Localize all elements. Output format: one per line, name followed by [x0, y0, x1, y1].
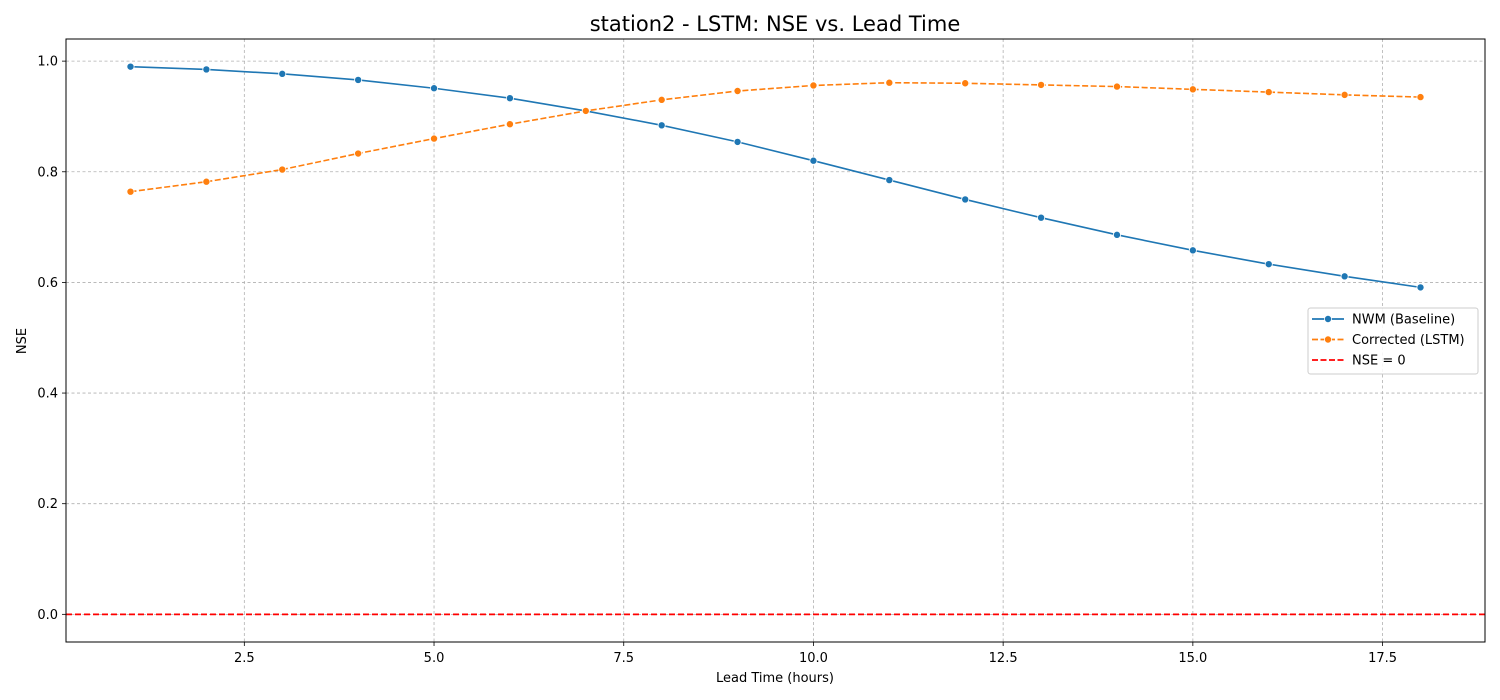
series-line: [130, 65, 1421, 289]
data-point: [126, 187, 135, 196]
data-point: [202, 177, 211, 186]
data-point: [809, 156, 818, 165]
y-tick-label: 1.0: [37, 55, 58, 70]
data-point: [733, 137, 742, 146]
legend-swatch-marker: [1324, 314, 1333, 323]
x-tick-label: 7.5: [613, 651, 634, 666]
data-point: [1112, 82, 1121, 91]
data-point: [809, 81, 818, 90]
data-point: [581, 106, 590, 115]
x-tick-label: 5.0: [424, 651, 445, 666]
data-point: [1037, 213, 1046, 222]
y-tick-label: 0.6: [37, 276, 58, 291]
x-tick-label: 2.5: [234, 651, 255, 666]
legend-label: NSE = 0: [1352, 354, 1406, 369]
data-point: [126, 62, 135, 71]
data-point: [885, 176, 894, 185]
y-axis-ticks: 0.0 0.2 0.4 0.6 0.8 1.0: [37, 55, 66, 623]
data-point: [1340, 272, 1349, 281]
legend-label: NWM (Baseline): [1352, 313, 1455, 328]
data-point: [354, 75, 363, 84]
data-point: [202, 65, 211, 74]
data-point: [354, 149, 363, 158]
legend-label: Corrected (LSTM): [1352, 333, 1465, 348]
data-point: [430, 134, 439, 143]
legend-box: [1307, 307, 1479, 375]
data-point: [885, 78, 894, 87]
series-baseline: [126, 62, 1425, 292]
y-tick-label: 0.8: [37, 165, 58, 180]
data-point: [1188, 85, 1197, 94]
data-point: [657, 95, 666, 104]
data-point: [1264, 260, 1273, 269]
x-tick-label: 12.5: [989, 651, 1018, 666]
data-point: [1188, 246, 1197, 255]
data-point: [657, 121, 666, 130]
y-tick-label: 0.2: [37, 497, 58, 512]
data-point: [1264, 88, 1273, 97]
data-point: [961, 195, 970, 204]
chart-legend: NWM (Baseline) Corrected (LSTM) NSE = 0: [1307, 307, 1479, 375]
data-point: [278, 69, 287, 78]
data-point: [733, 87, 742, 96]
data-point: [430, 84, 439, 93]
data-point: [505, 94, 514, 103]
data-point: [278, 165, 287, 174]
series-line: [130, 81, 1421, 193]
data-point: [1112, 230, 1121, 239]
plot-area-frame: [65, 38, 1486, 643]
data-point: [1037, 80, 1046, 89]
series-layer: [126, 62, 1425, 292]
chart-title: station2 - LSTM: NSE vs. Lead Time: [590, 12, 961, 36]
x-tick-label: 17.5: [1368, 651, 1397, 666]
series-corrected: [126, 78, 1425, 196]
data-point: [1416, 283, 1425, 292]
data-point: [961, 79, 970, 88]
data-point: [1416, 93, 1425, 102]
y-tick-label: 0.0: [37, 608, 58, 623]
data-point: [505, 120, 514, 129]
y-tick-label: 0.4: [37, 387, 58, 402]
x-tick-label: 10.0: [799, 651, 828, 666]
x-axis-title: Lead Time (hours): [716, 671, 834, 686]
y-axis-title: NSE: [15, 328, 30, 354]
x-tick-label: 15.0: [1178, 651, 1207, 666]
data-point: [1340, 90, 1349, 99]
legend-swatch-marker: [1324, 335, 1333, 344]
x-axis-ticks: 2.5 5.0 7.5 10.0 12.5 15.0 17.5: [234, 642, 1397, 666]
